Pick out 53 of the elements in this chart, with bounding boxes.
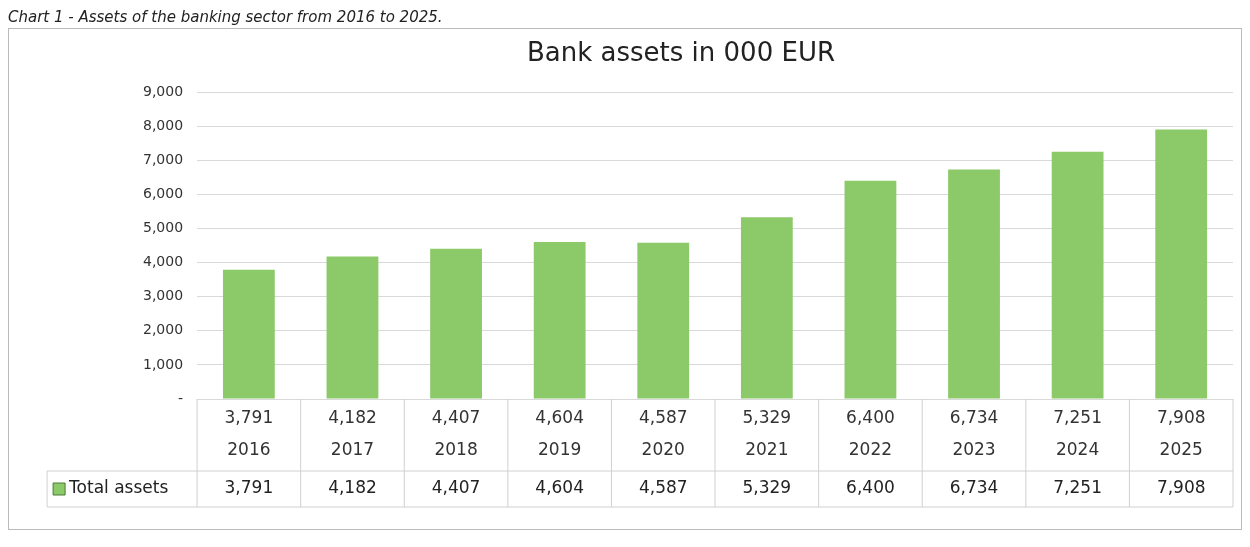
text: 4,604 [535,477,584,498]
caption: Chart 1 - Assets of the banking sector from 2016 to 2025. [8,8,444,28]
data-label: 3,791 [224,407,274,428]
y-tick-label: 5,000 [142,219,184,236]
bar [637,242,690,399]
y-tick-label: 1,000 [142,355,184,372]
text: 4,182 [328,477,377,498]
y-tick-label: 4,000 [142,253,184,270]
x-tick-label: 2016 [227,439,271,460]
data-label: 5,329 [742,407,792,428]
y-tick-label: 6,000 [142,185,184,202]
data-label: 4,587 [638,407,688,428]
x-tick-label: 2018 [434,439,478,460]
bar [1155,129,1208,399]
data-label: 7,251 [1053,407,1102,428]
legend-label: Total assets [68,477,169,498]
y-tick-label: 2,000 [142,321,184,338]
y-tick-label: 3,000 [142,287,184,304]
text: 3,791 [224,477,274,498]
chart-title: Bank assets in 000 EUR [527,37,835,68]
bar [844,180,897,399]
x-tick-label: 2021 [745,439,789,460]
data-label: 4,182 [328,407,377,428]
x-tick-label: 2024 [1055,439,1100,460]
text: 6,400 [846,477,895,498]
data-label: 6,734 [949,407,999,428]
data-label: 4,604 [535,407,584,428]
data-label: 7,908 [1156,407,1206,428]
text: 7,908 [1156,477,1206,498]
y-tick-label: - [178,389,184,406]
bar [430,248,482,399]
text: 7,251 [1053,477,1102,498]
y-tick-label: 7,000 [142,151,184,168]
text: 4,587 [638,477,688,498]
bar [1051,151,1104,399]
bar [326,256,379,399]
x-tick-label: 2017 [330,439,375,460]
text: 5,329 [742,477,792,498]
text: 6,734 [949,477,999,498]
data-label: 4,407 [431,407,481,428]
bar [740,217,793,399]
x-tick-label: 2020 [641,439,685,460]
bar [533,242,586,399]
x-tick-label: 2025 [1159,439,1203,460]
x-tick-label: 2023 [952,439,996,460]
y-tick-label: 9,000 [142,82,184,99]
bar [222,269,275,399]
text: 4,407 [431,477,481,498]
x-tick-label: 2022 [848,439,893,460]
x-tick-label: 2019 [538,439,582,460]
bar [948,169,1000,399]
data-label: 6,400 [846,407,895,428]
y-tick-label: 8,000 [142,116,184,133]
